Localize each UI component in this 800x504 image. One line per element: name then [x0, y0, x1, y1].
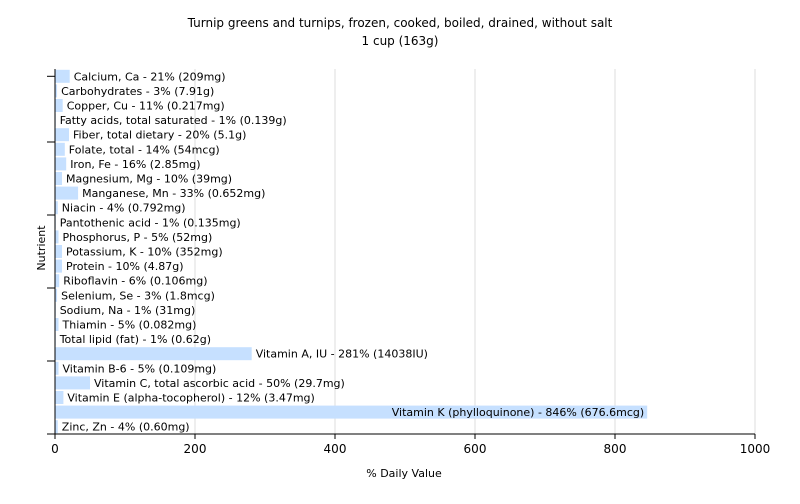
bar-label: Pantothenic acid - 1% (0.135mg) — [60, 216, 241, 229]
bar-label: Sodium, Na - 1% (31mg) — [60, 304, 196, 317]
bar-label: Manganese, Mn - 33% (0.652mg) — [82, 187, 265, 200]
x-tick-label: 0 — [51, 442, 59, 456]
bar — [55, 201, 58, 215]
axes: 0 200 400 600 800 1000 — [47, 69, 770, 456]
bar-label: Zinc, Zn - 4% (0.60mg) — [62, 421, 190, 434]
bar-label: Vitamin K (phylloquinone) - 846% (676.6m… — [392, 406, 644, 419]
bar — [55, 318, 59, 331]
bar-label: Vitamin C, total ascorbic acid - 50% (29… — [94, 377, 345, 390]
bar — [55, 128, 69, 142]
bar-label: Phosphorus, P - 5% (52mg) — [63, 231, 213, 244]
bar — [55, 405, 648, 419]
x-tick-label: 600 — [464, 442, 487, 456]
bar-label: Total lipid (fat) - 1% (0.62g) — [59, 333, 211, 346]
bar-label: Potassium, K - 10% (352mg) — [66, 246, 223, 259]
bar-label: Protein - 10% (4.87g) — [66, 260, 184, 273]
bar — [55, 69, 70, 83]
bar — [55, 361, 59, 375]
chart-title: Turnip greens and turnips, frozen, cooke… — [187, 16, 613, 30]
bar-label: Iron, Fe - 16% (2.85mg) — [70, 158, 200, 171]
bar-label: Thiamin - 5% (0.082mg) — [62, 319, 197, 332]
bar — [55, 142, 65, 156]
bar-label: Folate, total - 14% (54mcg) — [69, 143, 220, 156]
bar — [55, 259, 62, 273]
x-axis-label: % Daily Value — [366, 467, 442, 480]
bar-label: Vitamin B-6 - 5% (0.109mg) — [63, 362, 217, 375]
bar — [55, 84, 58, 98]
grid — [194, 69, 756, 434]
x-tick-label: 1000 — [740, 442, 771, 456]
bar — [55, 157, 67, 171]
bar — [55, 347, 252, 361]
bar — [55, 172, 62, 185]
bar — [55, 391, 64, 404]
bar-label: Vitamin A, IU - 281% (14038IU) — [256, 348, 428, 361]
bar-label: Vitamin E (alpha-tocopherol) - 12% (3.47… — [67, 392, 314, 405]
bar-label: Carbohydrates - 3% (7.91g) — [61, 85, 214, 98]
bar-label: Riboflavin - 6% (0.106mg) — [63, 275, 207, 288]
bar-label: Calcium, Ca - 21% (209mg) — [74, 70, 226, 83]
x-tick-label: 800 — [604, 442, 627, 456]
bar-label: Copper, Cu - 11% (0.217mg) — [67, 100, 225, 113]
bar-label: Fatty acids, total saturated - 1% (0.139… — [60, 114, 287, 127]
bars: Calcium, Ca - 21% (209mg) Carbohydrates -… — [55, 69, 648, 434]
bar — [55, 420, 58, 434]
bar — [55, 186, 79, 200]
bar-label: Magnesium, Mg - 10% (39mg) — [66, 173, 232, 186]
bar-label: Niacin - 4% (0.792mg) — [62, 202, 186, 215]
bar-label: Fiber, total dietary - 20% (5.1g) — [73, 129, 246, 142]
bar — [55, 274, 60, 288]
x-tick-label: 400 — [324, 442, 347, 456]
bar — [55, 230, 59, 244]
chart-subtitle: 1 cup (163g) — [362, 34, 439, 48]
bar — [55, 245, 62, 258]
y-axis-label: Nutrient — [35, 225, 48, 271]
bar — [55, 376, 90, 390]
bar-label: Selenium, Se - 3% (1.8mcg) — [61, 289, 215, 302]
x-tick-label: 200 — [184, 442, 207, 456]
bar — [55, 288, 58, 302]
bar — [55, 99, 63, 112]
